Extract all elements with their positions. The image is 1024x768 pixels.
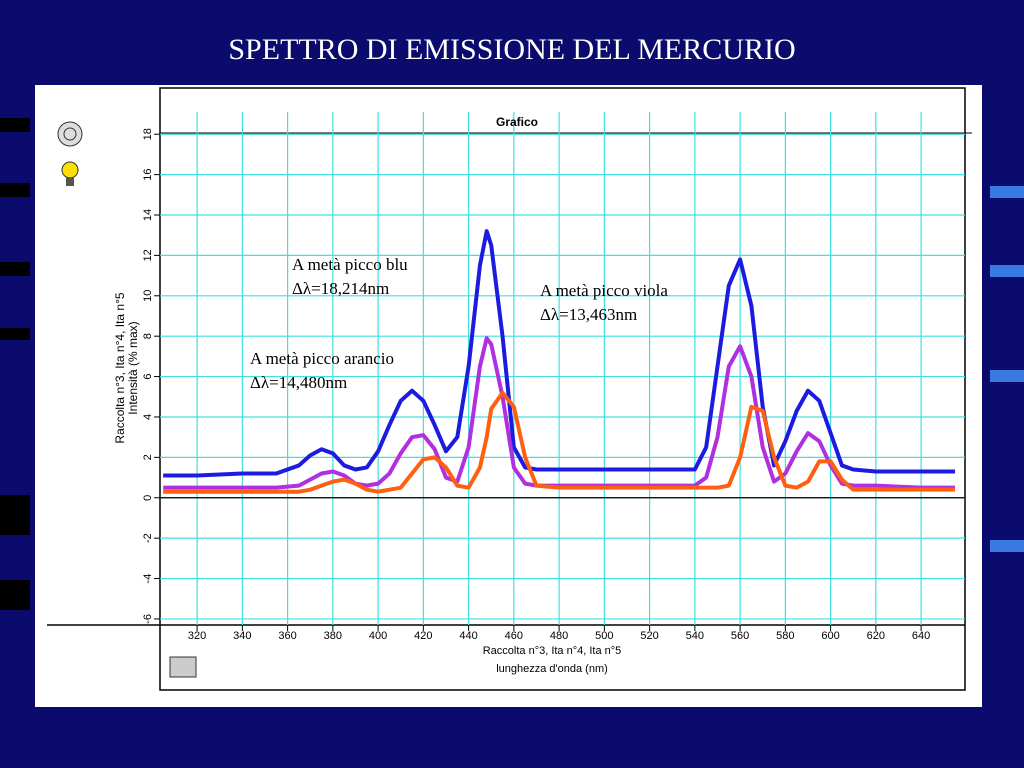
y-tick-label: 0	[142, 495, 154, 501]
grid	[154, 112, 965, 631]
bulb-base	[66, 178, 74, 186]
y-tick-label: 8	[142, 333, 154, 339]
x-tick-label: 640	[912, 630, 930, 642]
y-axis-title: Intensità (% max)	[126, 321, 140, 414]
y-tick-label: 14	[142, 209, 154, 221]
stripe	[0, 183, 30, 197]
x-tick-label: 440	[459, 630, 477, 642]
x-axis-title: lunghezza d'onda (nm)	[496, 663, 608, 675]
stripe	[0, 118, 30, 132]
plot-lines	[163, 229, 956, 494]
x-tick-label: 360	[278, 630, 296, 642]
x-tick-label: 340	[233, 630, 251, 642]
stripe	[990, 370, 1024, 382]
sensor-icon[interactable]	[57, 121, 83, 147]
y-tick-label: 12	[142, 249, 154, 261]
stripe	[0, 262, 30, 276]
x-tick-label: 520	[640, 630, 658, 642]
annotation: A metà picco arancio	[250, 349, 394, 368]
x-tick-label: 380	[324, 630, 342, 642]
annotation: A metà picco blu	[292, 255, 408, 274]
stripe	[990, 265, 1024, 277]
x-tick-label: 560	[731, 630, 749, 642]
stripe	[990, 540, 1024, 552]
table-icon[interactable]	[169, 656, 197, 678]
sensor-icon-inner	[63, 127, 77, 141]
x-axis-title: Raccolta n°3, Ita n°4, Ita n°5	[483, 645, 622, 657]
y-tick-label: -4	[142, 574, 154, 584]
annotation: Δλ=14,480nm	[250, 373, 347, 392]
chart-title: Grafico	[496, 115, 538, 129]
plot-frame	[159, 87, 966, 691]
x-tick-label: 540	[686, 630, 704, 642]
x-tick-label: 320	[188, 630, 206, 642]
stripe	[0, 580, 30, 610]
y-tick-label: 10	[142, 290, 154, 302]
x-tick-label: 420	[414, 630, 432, 642]
annotation: Δλ=13,463nm	[540, 305, 637, 324]
stripe	[0, 328, 30, 340]
y-tick-label: 6	[142, 374, 154, 380]
x-tick-label: 500	[595, 630, 613, 642]
y-tick-label: 4	[142, 414, 154, 420]
x-tick-label: 400	[369, 630, 387, 642]
y-tick-label: -2	[142, 533, 154, 543]
x-tick-label: 460	[505, 630, 523, 642]
stripe	[990, 186, 1024, 198]
series-line	[163, 229, 956, 478]
series-line	[163, 336, 956, 490]
y-tick-label: 2	[142, 454, 154, 460]
slide-title: SPETTRO DI EMISSIONE DEL MERCURIO	[228, 33, 795, 66]
annotation: Δλ=18,214nm	[292, 279, 389, 298]
x-tick-label: 600	[821, 630, 839, 642]
bulb-icon[interactable]	[61, 161, 79, 179]
x-tick-label: 620	[867, 630, 885, 642]
stripe	[0, 495, 30, 535]
y-tick-label: 18	[142, 128, 154, 140]
annotation: A metà picco viola	[540, 281, 668, 300]
series-line	[163, 390, 956, 494]
y-tick-label: -6	[142, 614, 154, 624]
x-tick-label: 580	[776, 630, 794, 642]
y-axis-title: Raccolta n°3, Ita n°4, Ita n°5	[113, 292, 127, 443]
y-tick-label: 16	[142, 168, 154, 180]
x-tick-label: 480	[550, 630, 568, 642]
